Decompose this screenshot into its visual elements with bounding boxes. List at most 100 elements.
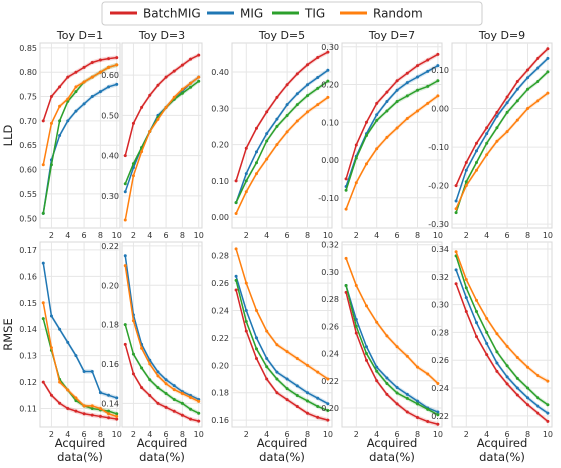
data-point: [344, 188, 348, 192]
data-point: [364, 120, 368, 124]
data-point: [265, 329, 269, 333]
plot-area: [121, 42, 203, 229]
panel-title: Toy D=1: [56, 29, 103, 42]
data-point: [41, 163, 45, 167]
data-point: [58, 119, 62, 123]
series: [41, 379, 119, 422]
x-tick-label: 8: [305, 231, 310, 240]
data-point: [244, 146, 248, 150]
x-tick-label: 6: [505, 231, 510, 240]
data-point: [454, 282, 458, 286]
data-point: [405, 396, 409, 400]
x-tick-label: 6: [164, 231, 169, 240]
x-axis-label-line: data(%): [259, 450, 305, 464]
data-point: [474, 321, 478, 325]
series: [344, 63, 440, 189]
data-point: [172, 388, 176, 392]
legend-item: MIG: [207, 7, 263, 21]
data-point: [474, 149, 478, 153]
data-point: [115, 396, 119, 400]
data-point: [515, 118, 519, 122]
series-line: [345, 258, 439, 385]
data-point: [344, 284, 348, 288]
data-point: [426, 372, 430, 376]
data-point: [326, 418, 330, 422]
data-point: [385, 376, 389, 380]
series-line: [345, 285, 439, 413]
data-point: [485, 153, 489, 157]
data-point: [115, 412, 119, 416]
x-tick-label: 2: [354, 231, 359, 240]
data-point: [90, 60, 94, 64]
series-line: [235, 280, 329, 412]
data-point: [436, 413, 440, 417]
series: [41, 300, 119, 419]
data-point: [344, 177, 348, 181]
data-point: [275, 343, 279, 347]
data-point: [189, 85, 193, 89]
data-point: [123, 218, 127, 222]
data-point: [326, 402, 330, 406]
data-point: [505, 95, 509, 99]
data-point: [375, 379, 379, 383]
data-point: [197, 53, 201, 57]
data-point: [526, 87, 530, 91]
data-point: [306, 363, 310, 367]
data-point: [344, 207, 348, 211]
x-tick-label: 2: [244, 231, 249, 240]
data-point: [395, 79, 399, 83]
data-point: [464, 160, 468, 164]
panel: 0.50 0.55 0.60 0.65 0.70 0.75 0.80 0.85 2 4 6 8 10 To…: [19, 29, 122, 240]
y-tick-label: -0.10: [318, 194, 339, 203]
series-line: [235, 276, 329, 405]
x-axis-label-line: Acquired: [55, 436, 106, 450]
legend-item: BatchMIG: [110, 7, 201, 21]
data-point: [436, 79, 440, 83]
data-point: [536, 66, 540, 70]
series-line: [124, 255, 200, 401]
data-point: [82, 65, 86, 69]
series-line: [345, 53, 439, 180]
data-point: [546, 47, 550, 51]
series: [344, 256, 440, 386]
data-point: [234, 211, 238, 215]
data-point: [66, 99, 70, 103]
data-point: [536, 404, 540, 408]
data-point: [66, 388, 70, 392]
y-tick-label: 0.20: [321, 81, 339, 90]
data-point: [416, 64, 420, 68]
data-point: [107, 57, 111, 61]
data-point: [254, 356, 258, 360]
y-tick-label: 0.12: [19, 378, 37, 387]
data-point: [436, 94, 440, 98]
y-tick-label: 0.15: [19, 299, 37, 308]
series-line: [42, 381, 117, 420]
data-point: [90, 75, 94, 79]
data-point: [316, 404, 320, 408]
data-point: [474, 141, 478, 145]
data-point: [426, 58, 430, 62]
data-point: [58, 380, 62, 384]
x-tick-label: 10: [543, 231, 553, 240]
data-point: [115, 414, 119, 418]
data-point: [131, 162, 135, 166]
data-point: [474, 160, 478, 164]
data-point: [265, 110, 269, 114]
series: [344, 290, 440, 427]
data-point: [140, 346, 144, 350]
data-point: [115, 417, 119, 421]
data-point: [172, 397, 176, 401]
data-point: [295, 393, 299, 397]
legend-label: MIG: [240, 7, 263, 21]
data-point: [189, 81, 193, 85]
data-point: [505, 382, 509, 386]
data-point: [426, 84, 430, 88]
data-point: [156, 374, 160, 378]
data-point: [536, 80, 540, 84]
data-point: [316, 396, 320, 400]
data-point: [234, 278, 238, 282]
data-point: [495, 361, 499, 365]
panel: 0.00 0.10 0.20 0.30 0.40 2 4 6 8 10 Toy D=5: [211, 29, 333, 240]
series-line: [42, 302, 117, 418]
y-tick-label: 0.30: [321, 268, 339, 277]
